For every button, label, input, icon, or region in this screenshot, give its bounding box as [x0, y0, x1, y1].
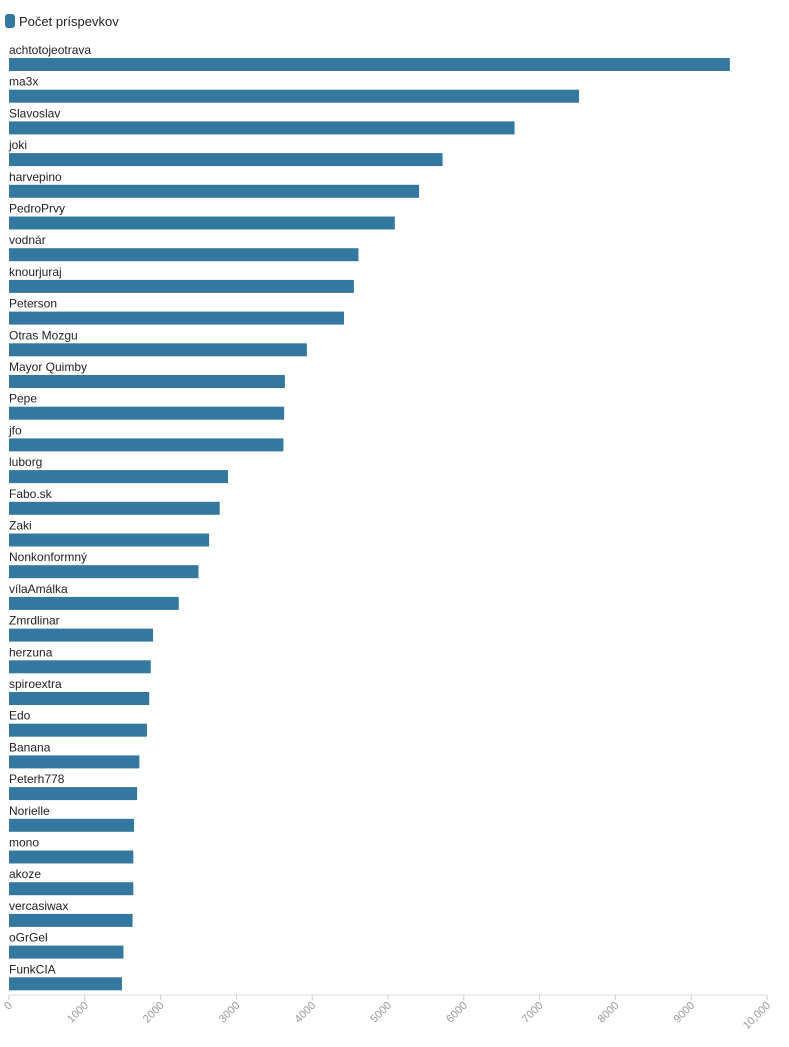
legend-label: Počet príspevkov: [19, 14, 119, 29]
x-tick-label: 5000: [368, 1000, 394, 1026]
bar[interactable]: [9, 945, 124, 959]
category-label: oGrGel: [9, 931, 48, 945]
x-tick-label: 9000: [672, 1000, 698, 1026]
x-tick-label: 3000: [217, 1000, 243, 1026]
bar[interactable]: [9, 438, 284, 452]
category-label: vílaAmálka: [9, 582, 68, 596]
x-tick-label: 7000: [520, 1000, 546, 1026]
category-label: spiroextra: [9, 677, 62, 691]
category-label: vercasiwax: [9, 899, 68, 913]
bar[interactable]: [9, 787, 138, 801]
category-label: harvepino: [9, 170, 62, 184]
category-label: Slavoslav: [9, 106, 60, 120]
bar[interactable]: [9, 882, 134, 896]
category-label: Fabo.sk: [9, 487, 53, 501]
category-labels: achtotojeotrava ma3x Slavoslav joki harvepin…: [8, 43, 91, 976]
category-label: achtotojeotrava: [9, 43, 91, 57]
category-label: joki: [8, 138, 27, 152]
x-tick-label: 1000: [65, 1000, 91, 1026]
bar[interactable]: [9, 375, 285, 388]
category-label: jfo: [8, 423, 22, 437]
bar[interactable]: [9, 121, 515, 135]
bar[interactable]: [9, 660, 151, 674]
x-axis-ticks: 0 1000 2000 3000 4000 5000 6000 7000 8000 9000 10,…: [2, 995, 773, 1032]
category-label: Otras Mozgu: [9, 328, 78, 342]
category-label: Nonkonformný: [9, 550, 87, 564]
x-tick-label: 0: [2, 1000, 15, 1013]
bar[interactable]: [9, 723, 147, 737]
x-tick-label: 4000: [293, 1000, 319, 1026]
category-label: knourjuraj: [9, 265, 62, 279]
category-label: Peterh778: [9, 772, 65, 786]
bar[interactable]: [9, 913, 133, 927]
category-label: Pepe: [9, 392, 37, 406]
bars-group: [9, 58, 730, 991]
bar[interactable]: [9, 248, 359, 262]
bar[interactable]: [9, 565, 199, 579]
bar[interactable]: [9, 153, 443, 167]
category-label: herzuna: [9, 645, 53, 659]
category-label: Norielle: [9, 804, 50, 818]
category-label: vodnár: [9, 233, 46, 247]
bar[interactable]: [9, 596, 179, 610]
bar[interactable]: [9, 692, 150, 705]
bar[interactable]: [9, 850, 134, 864]
category-label: Mayor Quimby: [9, 360, 87, 374]
bar[interactable]: [9, 279, 354, 293]
bar[interactable]: [9, 501, 220, 515]
category-label: FunkCIA: [9, 962, 56, 976]
x-tick-label: 10,000: [741, 1000, 773, 1032]
bar[interactable]: [9, 216, 395, 230]
bar[interactable]: [9, 343, 307, 357]
category-label: luborg: [9, 455, 42, 469]
bar[interactable]: [9, 311, 345, 325]
legend[interactable]: Počet príspevkov: [5, 14, 119, 29]
category-label: Edo: [9, 709, 31, 723]
category-label: Zmrdlinar: [9, 614, 60, 628]
bar[interactable]: [9, 628, 154, 642]
category-label: mono: [9, 836, 39, 850]
bar[interactable]: [9, 406, 285, 420]
category-label: Peterson: [9, 297, 57, 311]
bar[interactable]: [9, 818, 135, 832]
bar[interactable]: [9, 470, 229, 484]
legend-swatch: [5, 14, 15, 28]
bar[interactable]: [9, 58, 730, 71]
bar[interactable]: [9, 977, 122, 991]
x-tick-label: 6000: [444, 1000, 470, 1026]
category-label: akoze: [9, 867, 41, 881]
x-tick-label: 2000: [141, 1000, 167, 1026]
bar[interactable]: [9, 533, 210, 547]
category-label: Banana: [9, 740, 51, 754]
category-label: PedroPrvy: [9, 202, 65, 216]
category-label: ma3x: [9, 75, 38, 89]
bar[interactable]: [9, 755, 140, 769]
bar[interactable]: [9, 184, 420, 198]
category-label: Zaki: [9, 519, 32, 533]
x-tick-label: 8000: [596, 1000, 622, 1026]
bar[interactable]: [9, 89, 580, 103]
